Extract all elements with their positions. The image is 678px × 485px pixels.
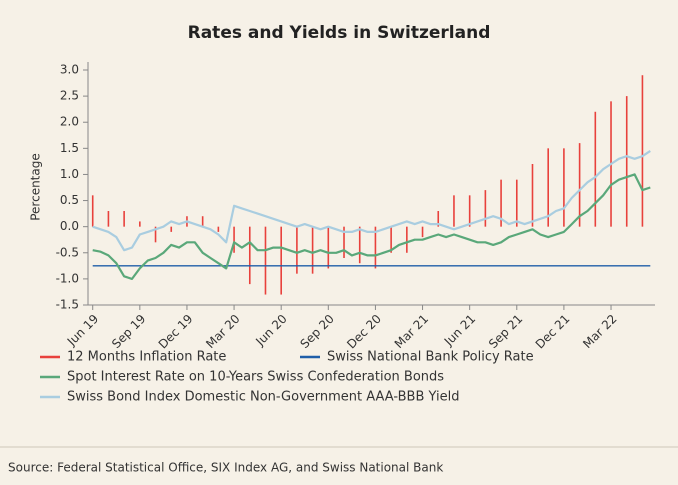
legend-label: Swiss Bond Index Domestic Non-Government… [67,390,459,405]
bar [421,226,424,238]
y-tick-label: 3.0 [60,63,79,77]
bar [311,226,314,274]
bar [547,148,549,227]
line [92,149,651,252]
bar [280,226,282,295]
bar [139,221,141,227]
bar [154,226,157,243]
bar [170,226,173,232]
bar [358,226,361,264]
y-tick-label: -1.0 [56,271,79,285]
bar [453,195,455,227]
bar [217,226,220,232]
bar [437,211,440,227]
bar [233,226,235,253]
y-tick-label: 1.0 [60,167,79,181]
bar [641,75,644,227]
y-tick-label: 0.5 [60,193,79,207]
legend-label: 12 Months Inflation Rate [67,350,226,365]
bar [406,226,408,253]
bar [296,226,298,274]
bar [578,143,581,227]
bar [327,226,330,269]
bar [594,111,597,227]
bar [468,195,471,227]
y-tick-label: 1.5 [60,141,79,155]
bar [107,211,110,227]
chart-title: Rates and Yields in Switzerland [188,23,491,43]
source: Source: Federal Statistical Office, SIX … [8,461,443,475]
bar [390,226,392,253]
bar [625,96,628,227]
y-tick-label: 2.5 [60,89,79,103]
bar [484,190,487,227]
bar [264,226,267,295]
legend-label: Spot Interest Rate on 10-Years Swiss Con… [67,370,444,385]
y-tick-label: 2.0 [60,115,79,129]
bar [201,216,204,227]
y-tick-label: 0.0 [60,219,79,233]
bar [531,164,534,227]
bar [343,226,345,258]
bar [374,226,377,269]
bar [563,148,565,227]
bar [500,179,502,227]
y-tick-label: -1.5 [56,298,79,312]
bar [91,195,94,227]
bar [123,211,125,227]
legend-label: Swiss National Bank Policy Rate [327,350,534,365]
y-tick-label: -0.5 [56,245,79,259]
bar [248,226,251,285]
bar [515,179,518,227]
y-axis-label: Percentage [29,153,43,221]
line [92,173,651,280]
